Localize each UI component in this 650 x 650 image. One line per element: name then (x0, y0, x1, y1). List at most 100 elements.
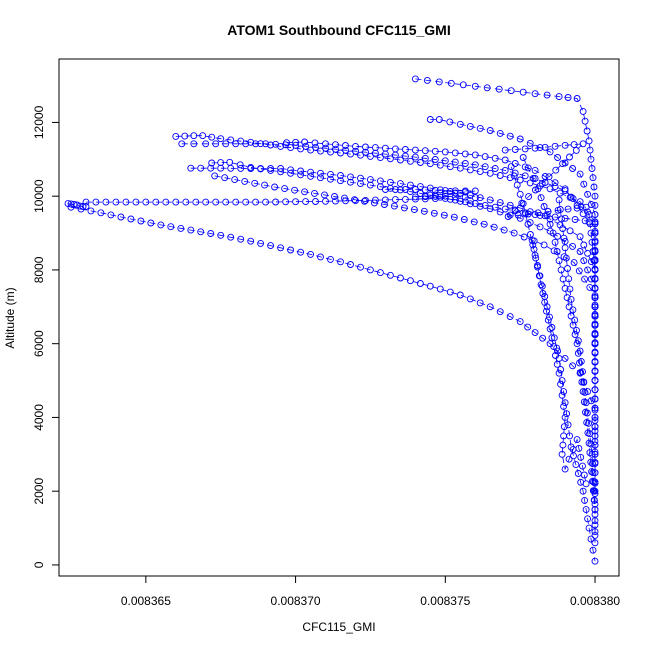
data-point (236, 161, 244, 169)
data-point (569, 165, 577, 172)
data-point (582, 480, 590, 488)
data-point (496, 308, 504, 316)
data-point (524, 164, 532, 172)
data-point (531, 90, 539, 98)
data-point (386, 184, 394, 192)
data-point (525, 193, 533, 201)
series-line (430, 119, 596, 344)
data-point (562, 254, 570, 262)
data-point (423, 76, 431, 84)
data-point (247, 138, 255, 146)
data-point (411, 146, 419, 154)
data-point (267, 165, 275, 172)
data-point (411, 193, 419, 201)
data-point (242, 198, 250, 206)
data-point (580, 180, 588, 188)
data-point (591, 348, 599, 356)
data-point (480, 220, 488, 228)
data-point (591, 275, 599, 283)
data-point (536, 144, 544, 152)
data-point (366, 152, 374, 160)
data-point (227, 233, 235, 241)
data-point (301, 138, 309, 146)
data-point (406, 181, 414, 189)
data-point (560, 432, 568, 440)
data-point (521, 172, 529, 180)
data-point (546, 220, 554, 228)
data-point (307, 172, 315, 180)
data-point (337, 258, 344, 266)
data-point (231, 176, 239, 184)
data-point (507, 87, 515, 95)
data-point (540, 241, 548, 249)
data-point (580, 378, 588, 386)
data-point (577, 453, 585, 461)
data-point (575, 444, 583, 452)
data-point (537, 194, 545, 202)
data-point (461, 188, 469, 196)
data-point (237, 164, 245, 172)
data-point (337, 177, 344, 185)
data-point (137, 217, 145, 225)
data-point (570, 259, 578, 267)
data-point (591, 557, 599, 565)
data-point (587, 440, 595, 448)
data-point (127, 215, 135, 223)
data-point (572, 146, 580, 154)
data-point (560, 402, 568, 410)
data-point (587, 201, 595, 208)
data-point (587, 155, 595, 163)
data-point (362, 143, 369, 151)
data-point (587, 458, 595, 466)
data-point (431, 147, 439, 155)
data-point (451, 149, 459, 157)
data-point (549, 229, 557, 237)
data-point (524, 220, 532, 228)
data-point (564, 205, 572, 213)
data-point (591, 201, 599, 209)
data-point (582, 506, 590, 514)
data-point (426, 116, 434, 123)
data-point (591, 450, 599, 458)
data-point (460, 216, 468, 223)
data-point (591, 340, 599, 348)
data-point (557, 366, 565, 373)
data-point (578, 378, 586, 386)
data-point (232, 140, 240, 148)
data-point (471, 194, 479, 202)
series-track (208, 158, 599, 292)
data-point (566, 285, 574, 293)
data-point (514, 211, 522, 219)
data-point (435, 116, 443, 123)
data-point (421, 147, 429, 155)
data-point (546, 325, 554, 333)
data-point (267, 242, 275, 250)
data-point (297, 248, 305, 256)
data-point (591, 376, 599, 384)
data-point (507, 163, 515, 171)
data-point (281, 185, 289, 193)
data-point (586, 283, 594, 291)
data-point (576, 170, 584, 178)
data-point (566, 227, 574, 235)
data-point (317, 174, 324, 182)
data-point (555, 196, 563, 204)
data-point (573, 340, 581, 348)
data-point (583, 127, 591, 135)
data-point (132, 198, 140, 206)
data-point (410, 206, 418, 214)
data-point (287, 169, 295, 177)
data-point (519, 200, 527, 208)
data-point (591, 248, 599, 255)
data-point (307, 250, 315, 258)
data-point (511, 146, 519, 153)
data-point (283, 139, 291, 147)
data-point (591, 321, 599, 329)
data-point (586, 449, 594, 457)
data-point (569, 306, 577, 314)
series-track (211, 172, 599, 403)
data-point (381, 144, 389, 152)
data-point (553, 360, 561, 368)
data-point (564, 265, 571, 272)
series-line (86, 197, 596, 223)
